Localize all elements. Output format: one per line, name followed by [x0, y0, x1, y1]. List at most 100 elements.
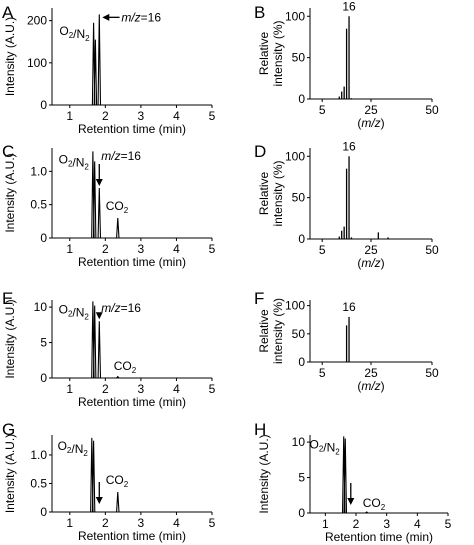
x-tick-label-G-4: 5 — [209, 516, 216, 530]
x-tick-label-A-3: 4 — [173, 109, 180, 123]
co2-label-C: CO2 — [106, 199, 129, 215]
x-tick-label-B-2: 50 — [425, 103, 439, 117]
o2n2-label-E: O2/N2 — [59, 302, 90, 321]
x-tick-label-A-4: 5 — [209, 109, 216, 123]
peak-H-2 — [365, 511, 369, 514]
x-axis-label-B: (m/z) — [357, 116, 384, 130]
y-axis-label-text-A: Intensity (A.U.) — [3, 17, 17, 96]
peak-A-1 — [93, 39, 98, 106]
y-tick-label-D-1: 50 — [292, 191, 306, 205]
peak-E-3 — [116, 375, 120, 379]
peak-E-2 — [97, 321, 102, 379]
y-tick-label-E-0: 0 — [40, 371, 47, 385]
y-axis-label-text-C: Intensity (A.U.) — [3, 153, 17, 232]
y-axis-label-F: Relative intensity (%) — [257, 298, 285, 364]
y-axis-label-line2-F: intensity (%) — [271, 298, 285, 364]
y-tick-label-D-2: 100 — [285, 149, 305, 163]
x-tick-label-D-1: 25 — [364, 243, 378, 257]
y-axis-label-text-H: Intensity (A.U.) — [257, 434, 271, 513]
y-axis-label-C: Intensity (A.U.) — [3, 153, 17, 232]
y-axis-label-G: Intensity (A.U.) — [3, 434, 17, 513]
peak-C-1 — [92, 161, 97, 239]
o2n2-label-H: O2/N2 — [309, 437, 340, 456]
y-tick-label-H-2: 10 — [292, 435, 306, 449]
y-tick-label-B-2: 100 — [285, 9, 305, 23]
y-axis-label-E: Intensity (A.U.) — [3, 299, 17, 378]
marker-arrow-G-head — [95, 497, 103, 504]
marker-arrow-G — [95, 482, 103, 504]
x-axis-label-G: Retention time (min) — [78, 529, 186, 543]
x-tick-label-F-1: 25 — [364, 366, 378, 380]
x-tick-label-E-2: 3 — [138, 382, 145, 396]
y-tick-label-F-0: 0 — [298, 355, 305, 369]
x-axis-label-H: Retention time (min) — [325, 530, 433, 544]
x-tick-label-C-2: 3 — [138, 242, 145, 256]
y-axis-label-A: Intensity (A.U.) — [3, 17, 17, 96]
x-tick-label-A-1: 2 — [102, 109, 109, 123]
mz-label-E: m/z=16 — [101, 301, 141, 315]
x-tick-label-E-1: 2 — [102, 382, 109, 396]
y-tick-label-C-2: 1.0 — [30, 164, 47, 178]
panel-label-G: G — [2, 420, 15, 439]
y-tick-label-E-2: 10 — [34, 300, 48, 314]
peak-label-D: 16 — [342, 139, 356, 153]
y-axis-label-B: Relative intensity (%) — [257, 20, 285, 86]
x-axis-label-E: Retention time (min) — [78, 395, 186, 409]
x-tick-label-G-0: 1 — [66, 516, 73, 530]
y-axis-label-H: Intensity (A.U.) — [257, 434, 271, 513]
y-axis-label-line2-D: intensity (%) — [271, 160, 285, 226]
mz-label-A: m/z=16 — [121, 10, 161, 24]
x-tick-label-C-3: 4 — [173, 242, 180, 256]
o2n2-label-A: O2/N2 — [59, 24, 90, 43]
marker-arrow-H-head — [347, 498, 355, 505]
x-tick-label-H-3: 4 — [414, 517, 421, 531]
co2-label-H: CO2 — [363, 496, 386, 512]
y-axis-label-line2-B: intensity (%) — [271, 20, 285, 86]
x-tick-label-C-1: 2 — [102, 242, 109, 256]
x-tick-label-C-0: 1 — [66, 242, 73, 256]
co2-label-G: CO2 — [106, 473, 129, 489]
mz-arrow-A — [102, 13, 120, 21]
panel-label-F: F — [254, 289, 264, 308]
y-tick-label-C-1: 0.5 — [30, 198, 47, 212]
y-tick-label-D-0: 0 — [298, 232, 305, 246]
y-axis-label-line1-D: Relative — [257, 172, 271, 216]
x-tick-label-A-0: 1 — [66, 109, 73, 123]
peak-G-2 — [116, 492, 120, 513]
x-tick-label-H-4: 5 — [445, 517, 452, 531]
mz-arrow-E — [95, 312, 103, 320]
peak-C-3 — [116, 217, 120, 239]
mz-arrow-E-head — [95, 312, 103, 320]
x-tick-label-G-1: 2 — [102, 516, 109, 530]
y-axis-label-line1-B: Relative — [257, 32, 271, 76]
x-tick-label-C-4: 5 — [209, 242, 216, 256]
peak-H-1 — [343, 438, 348, 514]
x-axis-label-C: Retention time (min) — [78, 255, 186, 269]
x-tick-label-G-3: 4 — [173, 516, 180, 530]
x-axis-label-D: (m/z) — [357, 256, 384, 270]
peak-C-2 — [97, 187, 102, 239]
y-tick-label-H-0: 0 — [298, 506, 305, 520]
y-axis-label-text-G: Intensity (A.U.) — [3, 434, 17, 513]
y-axis-label-line1-F: Relative — [257, 309, 271, 353]
mz-arrow-C-head — [95, 179, 103, 186]
y-tick-label-B-1: 50 — [292, 51, 306, 65]
panel-label-D: D — [254, 142, 266, 161]
x-tick-label-A-2: 3 — [138, 109, 145, 123]
y-tick-label-H-1: 5 — [298, 471, 305, 485]
y-tick-label-G-0: 0 — [40, 505, 47, 519]
x-tick-label-E-3: 4 — [173, 382, 180, 396]
panel-label-C: C — [2, 142, 14, 161]
y-tick-label-A-1: 100 — [27, 56, 47, 70]
x-tick-label-B-1: 25 — [364, 103, 378, 117]
o2n2-label-G: O2/N2 — [58, 439, 89, 458]
x-axis-label-F: (m/z) — [357, 379, 384, 393]
mz-arrow-A-head — [102, 13, 110, 21]
y-tick-label-A-0: 0 — [40, 98, 47, 112]
x-tick-label-G-2: 3 — [138, 516, 145, 530]
x-tick-label-H-1: 2 — [353, 517, 360, 531]
y-tick-label-F-2: 100 — [285, 299, 305, 313]
panel-label-E: E — [2, 289, 13, 308]
panel-label-A: A — [2, 3, 14, 22]
